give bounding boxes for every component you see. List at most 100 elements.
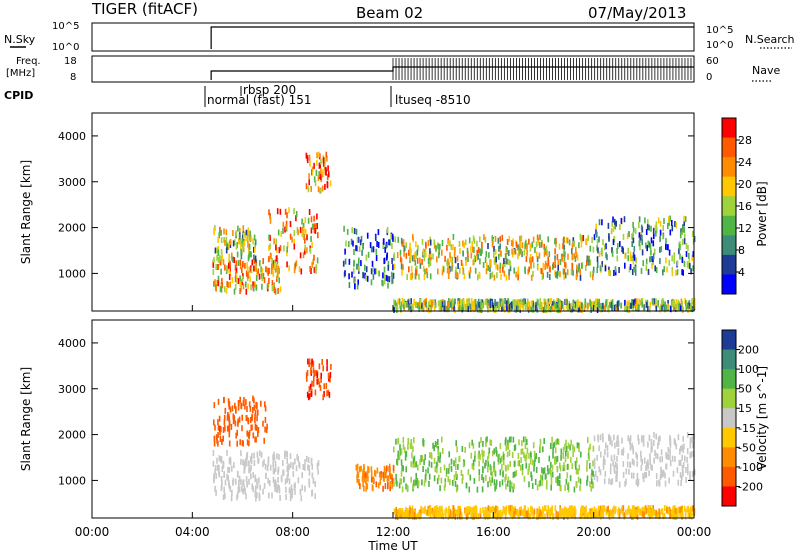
range-cell <box>421 258 423 265</box>
range-cell <box>638 232 641 239</box>
range-cell <box>510 511 512 518</box>
range-cell <box>275 482 277 489</box>
range-cell <box>681 269 683 276</box>
range-cell <box>500 512 503 519</box>
range-cell <box>252 285 255 292</box>
range-cell <box>491 301 494 308</box>
range-cell <box>247 230 249 237</box>
range-cell <box>498 253 500 260</box>
range-cell <box>650 255 653 262</box>
range-cell <box>401 465 403 471</box>
range-cell <box>483 234 485 241</box>
range-cell <box>484 506 486 513</box>
range-cell <box>270 268 273 275</box>
range-cell <box>285 486 287 493</box>
nave-label: Nave <box>752 64 780 77</box>
range-cell <box>391 474 393 481</box>
range-cell <box>649 458 651 465</box>
range-cell <box>586 513 589 520</box>
range-cell <box>639 244 641 251</box>
range-cell <box>562 305 565 312</box>
range-cell <box>275 244 277 251</box>
range-cell <box>616 455 618 462</box>
range-cell <box>437 449 439 456</box>
range-cell <box>558 480 560 487</box>
range-cell <box>372 266 375 273</box>
range-cell <box>441 240 444 246</box>
range-cell <box>599 265 602 272</box>
range-cell <box>500 273 502 280</box>
range-cell <box>617 448 620 455</box>
range-cell <box>249 456 252 463</box>
range-cell <box>554 255 556 262</box>
range-cell <box>655 226 658 233</box>
range-cell <box>555 439 557 446</box>
range-cell <box>440 305 443 312</box>
range-cell <box>515 306 517 313</box>
range-cell <box>261 275 264 282</box>
range-cell <box>601 261 603 268</box>
range-cell <box>228 274 231 281</box>
range-cell <box>413 437 415 444</box>
range-cell <box>513 511 515 518</box>
range-cell <box>549 298 551 305</box>
range-cell <box>221 438 223 445</box>
range-cell <box>556 306 558 313</box>
range-cell <box>571 248 573 255</box>
range-cell <box>574 509 577 516</box>
range-cell <box>423 252 426 258</box>
range-cell <box>412 234 414 241</box>
range-cell <box>530 243 532 250</box>
range-cell <box>624 480 626 487</box>
range-cell <box>439 456 441 463</box>
range-cell <box>302 232 305 239</box>
range-cell <box>659 220 662 227</box>
range-cell <box>348 282 351 289</box>
range-cell <box>669 448 671 455</box>
range-cell <box>547 507 550 514</box>
range-cell <box>240 402 242 409</box>
range-cell <box>346 228 349 235</box>
range-cell <box>512 486 514 493</box>
range-cell <box>463 300 465 307</box>
range-cell <box>317 232 319 239</box>
range-cell <box>419 298 422 305</box>
range-cell <box>256 492 258 499</box>
range-cell <box>316 257 319 264</box>
range-cell <box>240 253 243 260</box>
range-cell <box>681 444 683 451</box>
range-cell <box>593 234 596 241</box>
range-cell <box>570 269 573 276</box>
range-cell <box>613 465 616 472</box>
range-cell <box>689 474 691 481</box>
range-cell <box>641 435 643 442</box>
range-cell <box>220 475 223 482</box>
range-cell <box>517 266 520 273</box>
range-cell <box>433 457 436 464</box>
range-cell <box>587 437 589 444</box>
range-cell <box>459 248 461 255</box>
range-cell <box>680 480 682 487</box>
range-cell <box>596 267 598 273</box>
range-cell <box>637 434 639 441</box>
range-cell <box>524 443 527 450</box>
range-cell <box>325 382 328 389</box>
range-cell <box>285 224 287 231</box>
range-cell <box>257 409 259 416</box>
range-cell <box>247 417 249 424</box>
range-cell <box>559 509 561 516</box>
range-cell <box>648 434 651 441</box>
range-cell <box>614 461 617 468</box>
range-cell <box>565 298 567 305</box>
range-cell <box>655 302 657 309</box>
range-cell <box>578 464 581 471</box>
range-cell <box>690 451 693 458</box>
range-cell <box>570 302 573 309</box>
range-cell <box>314 493 316 500</box>
range-cell <box>679 507 681 514</box>
range-cell <box>455 266 457 273</box>
range-cell <box>432 253 434 260</box>
range-cell <box>376 241 378 247</box>
range-cell <box>246 439 249 446</box>
